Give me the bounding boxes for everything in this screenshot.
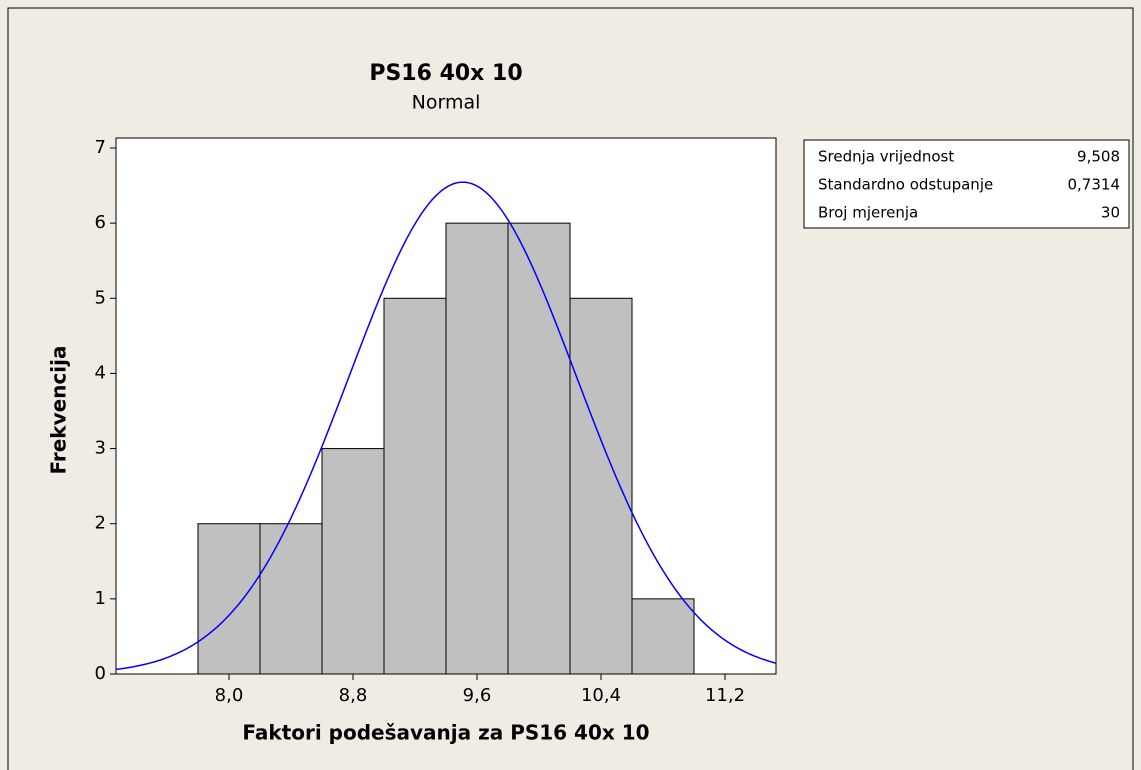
bar (445, 222, 509, 675)
bar (569, 297, 633, 675)
y-tick-label: 2 (95, 513, 106, 534)
chart-title: PS16 40x 10 (369, 61, 522, 86)
x-tick-label: 8,8 (339, 685, 368, 706)
stat-value: 30 (1101, 204, 1120, 222)
y-tick-label: 4 (95, 362, 106, 383)
y-tick-label: 7 (95, 137, 106, 158)
bar (259, 523, 323, 675)
x-tick-label: 9,6 (463, 685, 492, 706)
stat-value: 9,508 (1077, 148, 1120, 166)
y-tick-label: 5 (95, 287, 106, 308)
y-axis-label: Frekvencija (47, 345, 71, 474)
x-tick-label: 11,2 (705, 685, 745, 706)
x-axis-label: Faktori podešavanja za PS16 40x 10 (242, 721, 649, 745)
bar (507, 222, 571, 675)
y-tick-label: 3 (95, 438, 106, 459)
y-tick-label: 0 (95, 663, 106, 684)
bar (321, 448, 385, 675)
y-tick-label: 1 (95, 588, 106, 609)
stats-box (803, 139, 1130, 229)
bar (383, 297, 447, 675)
normal-curve (115, 181, 777, 671)
stat-value: 0,7314 (1068, 176, 1121, 194)
stat-label: Broj mjerenja (818, 204, 918, 222)
bar (631, 598, 695, 675)
stat-label: Standardno odstupanje (818, 176, 993, 194)
x-tick-label: 10,4 (581, 685, 621, 706)
x-tick-label: 8,0 (215, 685, 244, 706)
chart-subtitle: Normal (412, 92, 481, 114)
bar (197, 523, 261, 675)
stat-label: Srednja vrijednost (818, 148, 954, 166)
y-tick-label: 6 (95, 212, 106, 233)
